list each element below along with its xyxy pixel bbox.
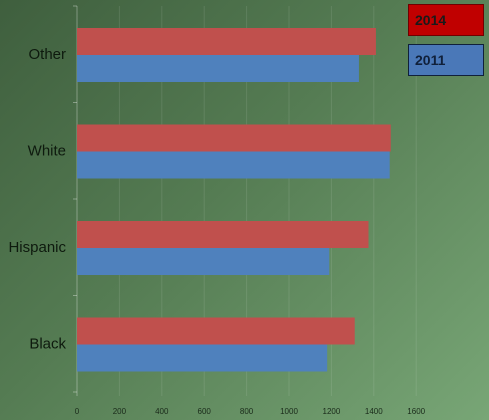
- bar-2011-hispanic: [77, 248, 330, 275]
- x-tick-label: 0: [75, 407, 80, 416]
- x-tick-label: 400: [155, 407, 169, 416]
- legend-item-2011: 2011: [408, 44, 484, 76]
- x-tick-label: 1600: [407, 407, 425, 416]
- x-tick-label: 1000: [280, 407, 298, 416]
- x-tick-label: 1200: [323, 407, 341, 416]
- bar-2014-black: [77, 317, 355, 345]
- bar-2011-other: [77, 55, 359, 82]
- x-tick-label: 1400: [365, 407, 383, 416]
- bar-2014-white: [77, 124, 391, 152]
- x-tick-label: 600: [198, 407, 212, 416]
- category-label-white: White: [28, 143, 66, 160]
- bar-2014-other: [77, 28, 376, 55]
- bar-2014-hispanic: [77, 221, 369, 248]
- legend-label-2011: 2011: [415, 52, 446, 68]
- category-label-black: Black: [29, 336, 66, 353]
- category-label-hispanic: Hispanic: [8, 239, 66, 256]
- x-tick-label: 800: [240, 407, 254, 416]
- legend-item-2014: 2014: [408, 4, 484, 36]
- legend-label-2014: 2014: [415, 12, 447, 28]
- bar-2011-black: [77, 344, 328, 372]
- category-label-other: Other: [28, 46, 66, 63]
- x-tick-label: 200: [113, 407, 127, 416]
- bar-2011-white: [77, 151, 390, 179]
